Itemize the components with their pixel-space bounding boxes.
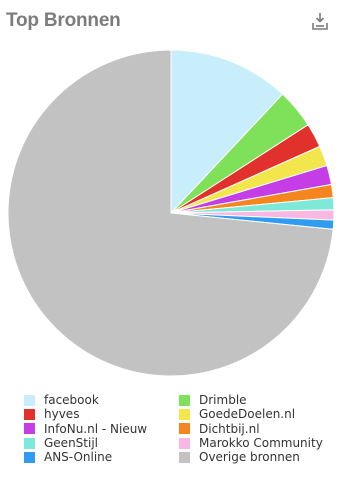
legend-swatch [179,408,190,420]
legend-swatch [179,423,190,435]
legend-item-facebook[interactable]: facebook [24,393,179,407]
legend-swatch [24,408,35,420]
legend-label: InfoNu.nl - Nieuw [44,421,148,436]
legend-label: facebook [44,393,99,408]
legend-item-goededoelen-nl[interactable]: GoedeDoelen.nl [179,407,339,421]
legend-item-overige-bronnen[interactable]: Overige bronnen [179,450,339,464]
legend-item-ans-online[interactable]: ANS-Online [24,450,179,464]
download-icon [312,13,328,30]
legend-swatch [24,437,35,449]
legend-item-dichtbij-nl[interactable]: Dichtbij.nl [179,422,339,436]
legend-item-geenstijl[interactable]: GeenStijl [24,436,179,450]
legend-swatch [24,451,35,463]
legend-label: GoedeDoelen.nl [199,407,296,422]
legend-swatch [24,423,35,435]
chart-legend: facebook Drimble hyves GoedeDoelen.nl InfoNu… [24,393,341,464]
legend-label: hyves [44,407,80,422]
legend-item-drimble[interactable]: Drimble [179,393,339,407]
pie-chart [7,49,335,377]
legend-swatch [24,394,35,406]
pie-slice-facebook[interactable] [170,49,284,215]
legend-label: Dichtbij.nl [199,421,260,436]
export-button[interactable] [311,10,329,32]
legend-label: ANS-Online [44,450,113,465]
legend-label: Marokko Community [199,436,323,451]
legend-item-marokko-community[interactable]: Marokko Community [179,436,339,450]
chart-title: Top Bronnen [6,10,121,31]
legend-item-infonu-nl-nieuw[interactable]: InfoNu.nl - Nieuw [24,422,179,436]
legend-swatch [179,451,190,463]
legend-swatch [179,394,190,406]
legend-label: Drimble [199,393,247,408]
legend-label: Overige bronnen [199,450,300,465]
legend-swatch [179,437,190,449]
legend-label: GeenStijl [44,436,98,451]
legend-item-hyves[interactable]: hyves [24,407,179,421]
pie-slice-overige-bronnen[interactable] [7,49,334,377]
